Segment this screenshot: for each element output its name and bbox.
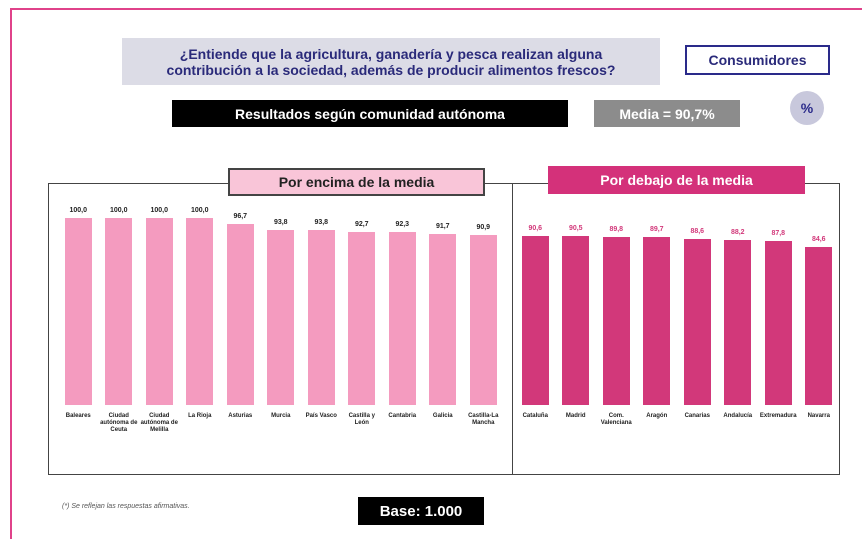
value-label: 90,5 xyxy=(568,224,583,232)
category-label: Baleares xyxy=(65,413,91,419)
value-label: 84,6 xyxy=(811,235,826,243)
value-label: 89,8 xyxy=(609,226,624,234)
value-label: 88,6 xyxy=(690,228,705,236)
category-label: Castilla-La Mancha xyxy=(468,413,499,426)
value-label: 96,7 xyxy=(233,213,248,221)
value-label: 90,6 xyxy=(528,224,543,232)
value-label: 100,0 xyxy=(190,207,209,214)
frame-top xyxy=(10,8,862,10)
value-label: 100,0 xyxy=(109,207,128,214)
value-label: 92,7 xyxy=(354,220,369,228)
value-label: 93,8 xyxy=(273,218,288,226)
bar xyxy=(469,235,497,405)
category-label: Castilla y León xyxy=(348,413,375,426)
bar xyxy=(267,229,295,405)
bar xyxy=(805,246,833,405)
bar xyxy=(764,240,792,405)
bar xyxy=(562,235,590,405)
value-label: 89,7 xyxy=(649,226,664,234)
category-label: Asturias xyxy=(228,413,253,419)
category-label: La Rioja xyxy=(188,413,212,419)
bar xyxy=(348,231,376,405)
category-label: Canarias xyxy=(684,413,710,419)
value-label: 100,0 xyxy=(150,207,169,214)
unit: % xyxy=(790,91,824,125)
category-label: País Vasco xyxy=(305,413,337,419)
value-label: 87,8 xyxy=(771,229,786,237)
frame-left xyxy=(10,8,12,539)
bar xyxy=(64,218,92,405)
category-label: Com. Valenciana xyxy=(600,413,632,426)
footnote: (*) Se reflejan las respuestas afirmativ… xyxy=(62,503,190,510)
base: Base: 1.000 xyxy=(358,497,484,525)
question: ¿Entiende que la agricultura, ganadería … xyxy=(122,38,660,85)
bar xyxy=(186,218,214,405)
category-label: Ciudad autónoma de Melilla xyxy=(140,413,178,433)
bar xyxy=(226,224,254,405)
value-label: 90,9 xyxy=(476,224,491,232)
category-label: Andalucía xyxy=(723,413,753,419)
bar xyxy=(724,240,752,405)
bar xyxy=(602,237,630,405)
divider xyxy=(512,183,513,475)
category-label: Ciudad autónoma de Ceuta xyxy=(100,413,138,433)
value-label: 92,3 xyxy=(395,221,410,229)
value-label: 91,7 xyxy=(435,222,450,230)
bar xyxy=(643,237,671,405)
mean: Media = 90,7% xyxy=(594,100,740,127)
bar xyxy=(145,218,173,405)
category-label: Cantabria xyxy=(388,413,417,419)
audience: Consumidores xyxy=(685,45,830,75)
category-label: Madrid xyxy=(565,413,586,419)
category-label: Murcia xyxy=(271,413,291,419)
bar xyxy=(683,239,711,405)
bar xyxy=(429,233,457,405)
category-label: Extremadura xyxy=(759,413,797,419)
bar xyxy=(388,232,416,405)
category-label: Cataluña xyxy=(522,413,548,419)
value-label: 88,2 xyxy=(730,229,745,237)
group-title: Por debajo de la media xyxy=(548,166,805,194)
subtitle: Resultados según comunidad autónoma xyxy=(172,100,568,127)
value-label: 93,8 xyxy=(314,218,329,226)
category-label: Navarra xyxy=(807,413,830,419)
bar xyxy=(307,229,335,405)
bar xyxy=(521,235,549,405)
value-label: 100,0 xyxy=(69,207,88,214)
bar xyxy=(105,218,133,405)
category-label: Aragón xyxy=(646,413,668,419)
group-title: Por encima de la media xyxy=(228,168,485,196)
category-label: Galicia xyxy=(432,413,453,419)
